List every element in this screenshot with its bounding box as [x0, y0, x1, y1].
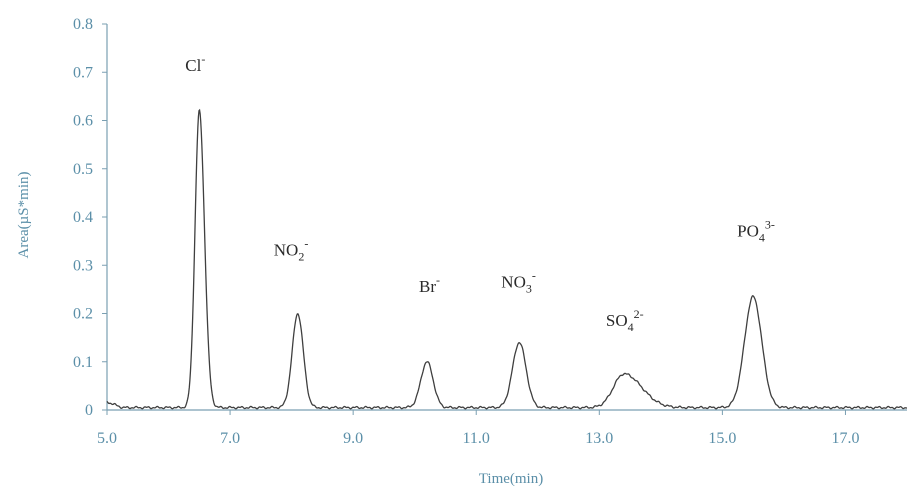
- y-tick-label: 0: [85, 402, 93, 419]
- trace-layer: [106, 108, 907, 410]
- y-axis-title: Area(µS*min): [16, 172, 32, 259]
- y-tick-label: 0.1: [73, 354, 93, 371]
- y-tick-label: 0.7: [73, 64, 93, 81]
- peak-label: PO43-: [737, 218, 775, 245]
- x-tick-label: 5.0: [97, 430, 117, 447]
- peak-label: NO2-: [274, 237, 309, 264]
- x-tick-label: 17.0: [831, 430, 859, 447]
- x-tick-label: 9.0: [343, 430, 363, 447]
- y-tick-label: 0.3: [73, 257, 93, 274]
- axes: 0 0.1 0.2 0.3 0.4 0.5 0.6 0.7 0.8 5.0 7.0 9.0 11.0 13…: [73, 16, 907, 447]
- peak-label: NO3-: [501, 268, 536, 295]
- x-tick-label: 15.0: [708, 430, 736, 447]
- y-tick-label: 0.8: [73, 16, 93, 33]
- peak-labels: Cl- NO2- Br- NO3- SO42- PO43-: [185, 52, 775, 334]
- peak-label: Cl-: [185, 52, 205, 75]
- y-tick-label: 0.4: [73, 209, 93, 226]
- y-tick-label: 0.2: [73, 306, 93, 323]
- peak-label: Br-: [419, 273, 440, 296]
- x-tick-label: 7.0: [220, 430, 240, 447]
- x-tick-label: 11.0: [463, 430, 490, 447]
- y-tick-label: 0.6: [73, 113, 93, 130]
- x-axis-title: Time(min): [479, 471, 543, 487]
- x-tick-label: 13.0: [585, 430, 613, 447]
- y-tick-label: 0.5: [73, 161, 93, 178]
- peak-label: SO42-: [606, 307, 644, 334]
- chromatogram-trace: [106, 108, 907, 410]
